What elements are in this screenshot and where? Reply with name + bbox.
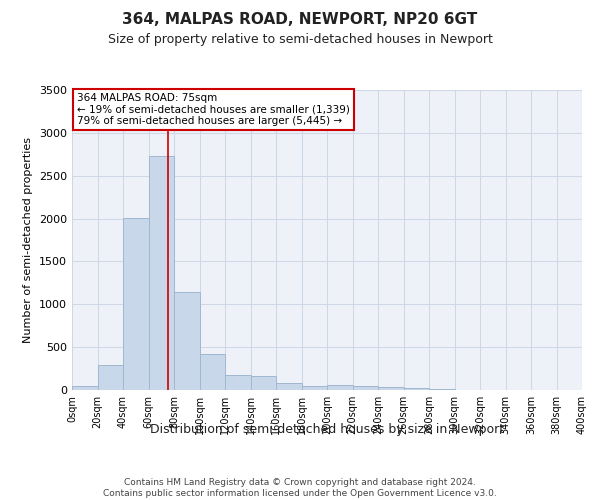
- Text: Distribution of semi-detached houses by size in Newport: Distribution of semi-detached houses by …: [150, 422, 504, 436]
- Bar: [123, 218, 149, 390]
- Text: Contains HM Land Registry data © Crown copyright and database right 2024.
Contai: Contains HM Land Registry data © Crown c…: [103, 478, 497, 498]
- Bar: [72, 386, 97, 390]
- Bar: [378, 388, 404, 390]
- Bar: [149, 156, 174, 390]
- Bar: [199, 354, 225, 390]
- Bar: [353, 386, 378, 390]
- Bar: [251, 376, 276, 390]
- Text: 364 MALPAS ROAD: 75sqm
← 19% of semi-detached houses are smaller (1,339)
79% of : 364 MALPAS ROAD: 75sqm ← 19% of semi-det…: [77, 93, 350, 126]
- Bar: [97, 365, 123, 390]
- Bar: [276, 383, 302, 390]
- Bar: [302, 386, 327, 390]
- Y-axis label: Number of semi-detached properties: Number of semi-detached properties: [23, 137, 34, 343]
- Bar: [327, 385, 353, 390]
- Bar: [429, 389, 455, 390]
- Text: 364, MALPAS ROAD, NEWPORT, NP20 6GT: 364, MALPAS ROAD, NEWPORT, NP20 6GT: [122, 12, 478, 28]
- Bar: [225, 376, 251, 390]
- Text: Size of property relative to semi-detached houses in Newport: Size of property relative to semi-detach…: [107, 32, 493, 46]
- Bar: [174, 292, 199, 390]
- Bar: [404, 388, 429, 390]
